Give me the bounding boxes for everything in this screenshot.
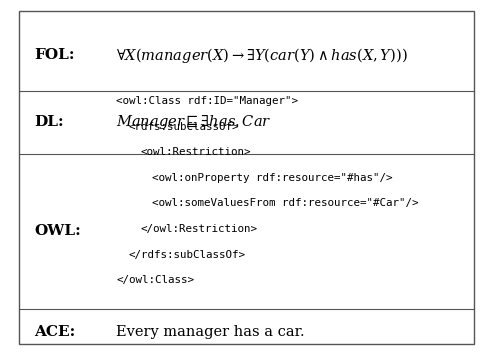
Text: </rdfs:subClassOf>: </rdfs:subClassOf> (128, 250, 245, 260)
Text: <rdfs:subClassOf>: <rdfs:subClassOf> (128, 122, 239, 132)
Text: $\forall X(manager(X) \rightarrow \exists Y(car(Y) \wedge has(X,Y)))$: $\forall X(manager(X) \rightarrow \exist… (116, 45, 408, 65)
Text: <owl:Class rdf:ID="Manager">: <owl:Class rdf:ID="Manager"> (116, 96, 298, 106)
Text: DL:: DL: (34, 115, 63, 130)
Text: <owl:onProperty rdf:resource="#has"/>: <owl:onProperty rdf:resource="#has"/> (152, 173, 393, 183)
Text: $Manager \sqsubseteq \exists has.Car$: $Manager \sqsubseteq \exists has.Car$ (116, 114, 272, 131)
Text: </owl:Class>: </owl:Class> (116, 275, 194, 285)
Text: ACE:: ACE: (34, 325, 75, 339)
Text: FOL:: FOL: (34, 48, 75, 62)
Text: <owl:Restriction>: <owl:Restriction> (140, 147, 251, 157)
Text: </owl:Restriction>: </owl:Restriction> (140, 224, 257, 234)
Text: OWL:: OWL: (34, 224, 81, 238)
Text: Every manager has a car.: Every manager has a car. (116, 325, 305, 339)
Text: <owl:someValuesFrom rdf:resource="#Car"/>: <owl:someValuesFrom rdf:resource="#Car"/… (152, 198, 419, 208)
